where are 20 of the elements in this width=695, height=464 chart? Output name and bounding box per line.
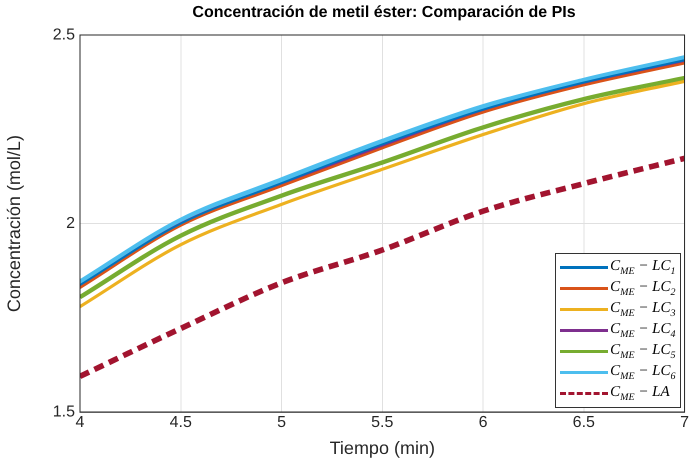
legend-label: C$_{ME}$ − LC$_{2}$ — [610, 279, 676, 298]
y-tick-label: 2.5 — [52, 26, 76, 44]
x-tick-label: 6 — [478, 414, 488, 432]
legend-label: C$_{ME}$ − LC$_{4}$ — [610, 321, 676, 340]
legend-label: C$_{ME}$ − LC$_{1}$ — [610, 258, 676, 278]
x-axis-title: Tiempo (min) — [330, 438, 435, 458]
legend-label: C$_{ME}$ − LC$_{3}$ — [610, 300, 676, 320]
y-tick-label: 1.5 — [52, 404, 76, 421]
x-tick-label: 5.5 — [371, 414, 394, 432]
legend-label: C$_{ME}$ − LA — [610, 384, 670, 404]
x-tick-label: 4.5 — [170, 414, 192, 432]
legend-label: C$_{ME}$ − LC$_{6}$ — [610, 363, 676, 382]
y-tick-label: 2 — [66, 215, 76, 232]
x-tick-label: 5 — [277, 414, 286, 432]
chart-title: Concentración de metil éster: Comparación de PIs — [191, 4, 577, 22]
x-tick-label: 4 — [76, 414, 85, 432]
x-tick-label: 6.5 — [572, 414, 596, 432]
legend-label: C$_{ME}$ − LC$_{5}$ — [610, 342, 676, 362]
x-tick-label: 7 — [680, 414, 690, 432]
y-axis-title: Concentración (mol/L) — [4, 135, 24, 312]
